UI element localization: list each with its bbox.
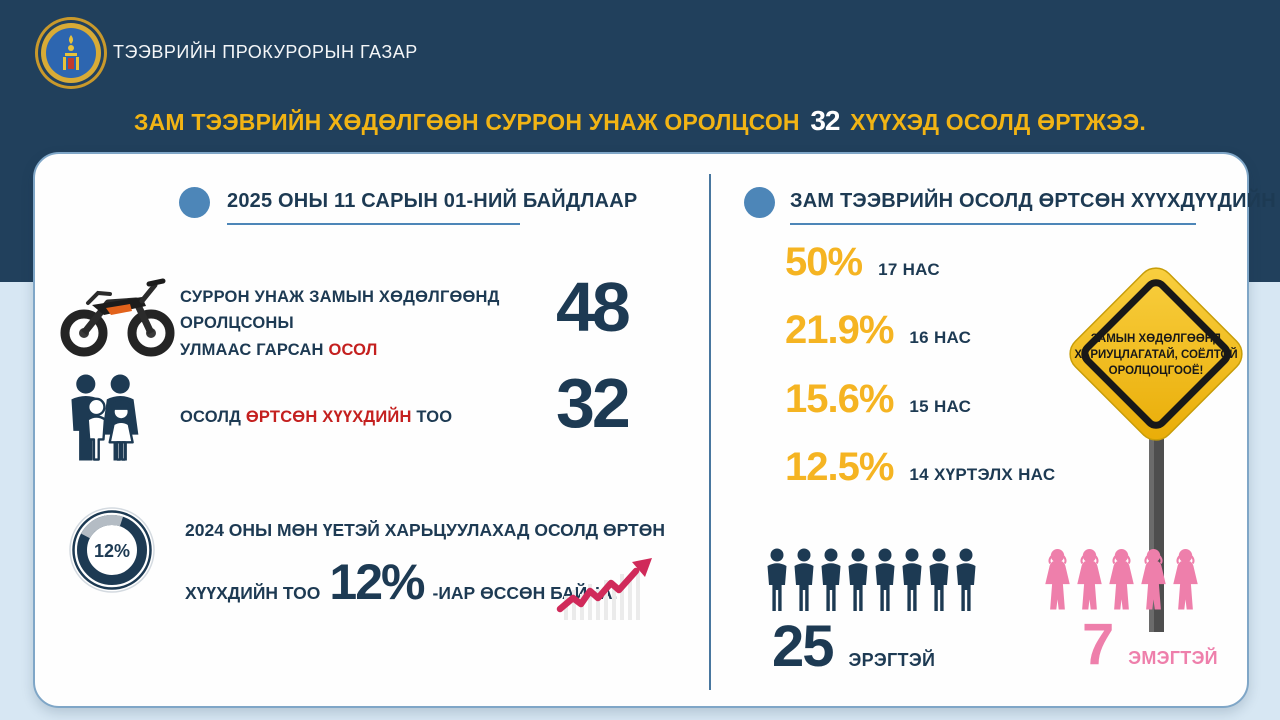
growth-gauge: 12% [68, 506, 156, 594]
headline-after: ХҮҮХЭД ОСОЛД ӨРТЖЭЭ. [850, 109, 1146, 135]
road-sign: ЗАМЫН ХӨДӨЛГӨӨНД ХАРИУЦЛАГАТАЙ, СОЁЛТОЙ … [1056, 246, 1256, 634]
growth-line2: ХҮҮХДИЙН ТОО 12% -ИАР ӨССӨН БАЙНА. [185, 553, 617, 611]
left-section-bullet-icon [179, 187, 210, 218]
male-person-icon [902, 548, 922, 611]
accident-row-text: СУРРОН УНАЖ ЗАМЫН ХӨДӨЛГӨӨНД ОРОЛЦСОНЫ У… [180, 284, 540, 363]
male-person-icon [848, 548, 868, 611]
left-section-underline [227, 223, 520, 225]
headline-number: 32 [810, 105, 840, 136]
right-section-underline [790, 223, 1196, 225]
children-part2: ТОО [411, 408, 453, 426]
female-person-icon [1108, 549, 1135, 610]
headline: ЗАМ ТЭЭВРИЙН ХӨДӨЛГӨӨН СУРРОН УНАЖ ОРОЛЦ… [0, 105, 1280, 137]
age-stat-label: 16 НАС [909, 328, 972, 347]
accident-count: 48 [556, 268, 631, 346]
male-person-icon [929, 548, 949, 611]
male-pictogram-row [764, 547, 979, 613]
left-section-title: 2025 ОНЫ 11 САРЫН 01-НИЙ БАЙДЛААР [227, 190, 638, 212]
family-icon [60, 371, 146, 463]
growth-big-percent: 12% [329, 554, 425, 610]
growth-line2-prefix: ХҮҮХДИЙН ТОО [185, 583, 321, 603]
right-section-title: ЗАМ ТЭЭВРИЙН ОСОЛД ӨРТСӨН ХҮҮХДҮҮДИЙН [790, 190, 1276, 212]
road-sign-line1: ЗАМЫН ХӨДӨЛГӨӨНД [1091, 333, 1222, 345]
age-stat-label: 14 ХҮРТЭЛХ НАС [909, 465, 1056, 484]
female-person-icon [1044, 549, 1071, 610]
road-sign-line2: ХАРИУЦЛАГАТАЙ, СОЁЛТОЙ [1074, 348, 1237, 361]
surron-motorcycle-icon [58, 263, 176, 361]
panel-divider [709, 174, 711, 690]
main-panel [33, 152, 1249, 708]
prosecutor-emblem-logo [33, 15, 109, 91]
female-person-icon [1076, 549, 1103, 610]
accident-line2-red: ОСОЛ [328, 340, 378, 359]
male-person-icon [875, 548, 895, 611]
age-stat-percent: 21.9% [785, 308, 894, 352]
male-label: ЭРЭГТЭЙ [848, 650, 936, 670]
male-person-icon [956, 548, 976, 611]
male-person-icon [767, 548, 787, 611]
age-stat-row: 12.5% 14 ХҮРТЭЛХ НАС [785, 445, 1055, 490]
female-label: ЭМЭГТЭЙ [1128, 648, 1218, 668]
female-count-row: 7 ЭМЭГТЭЙ [1082, 616, 1218, 674]
age-stat-row: 21.9% 16 НАС [785, 308, 971, 353]
children-part-red: ӨРТСӨН ХҮҮХДИЙН [245, 408, 412, 426]
age-stat-percent: 50% [785, 240, 863, 284]
road-sign-line3: ОРОЛЦОЦГООЁ! [1109, 364, 1204, 377]
female-count: 7 [1082, 612, 1114, 677]
age-stat-label: 17 НАС [878, 260, 940, 279]
male-person-icon [821, 548, 841, 611]
headline-before: ЗАМ ТЭЭВРИЙН ХӨДӨЛГӨӨН СУРРОН УНАЖ ОРОЛЦ… [134, 109, 800, 135]
right-section-bullet-icon [744, 187, 775, 218]
gauge-value: 12% [94, 541, 130, 561]
male-count: 25 [772, 614, 834, 679]
growth-line1: 2024 ОНЫ МӨН ҮЕТЭЙ ХАРЬЦУУЛАХАД ОСОЛД ӨР… [185, 520, 665, 540]
age-stat-row: 50% 17 НАС [785, 240, 940, 285]
children-row-text: ОСОЛД ӨРТСӨН ХҮҮХДИЙН ТОО [180, 404, 560, 430]
age-stat-row: 15.6% 15 НАС [785, 377, 971, 422]
female-person-icon [1172, 549, 1199, 610]
female-pictogram-row [1043, 549, 1200, 611]
age-stat-percent: 15.6% [785, 377, 894, 421]
age-stat-label: 15 НАС [909, 397, 972, 416]
trend-up-icon [556, 556, 656, 620]
org-name: ТЭЭВРИЙН ПРОКУРОРЫН ГАЗАР [113, 42, 418, 62]
children-part1: ОСОЛД [180, 408, 246, 426]
accident-line2-normal: УЛМААС ГАРСАН [180, 340, 329, 359]
female-person-icon [1140, 549, 1167, 610]
age-stat-percent: 12.5% [785, 445, 894, 489]
accident-line2: УЛМААС ГАРСАН ОСОЛ [180, 337, 540, 363]
emblem-icon [35, 17, 107, 89]
male-person-icon [794, 548, 814, 611]
accident-line1: СУРРОН УНАЖ ЗАМЫН ХӨДӨЛГӨӨНД ОРОЛЦСОНЫ [180, 288, 500, 333]
children-count: 32 [556, 364, 631, 442]
male-count-row: 25 ЭРЭГТЭЙ [772, 618, 935, 676]
